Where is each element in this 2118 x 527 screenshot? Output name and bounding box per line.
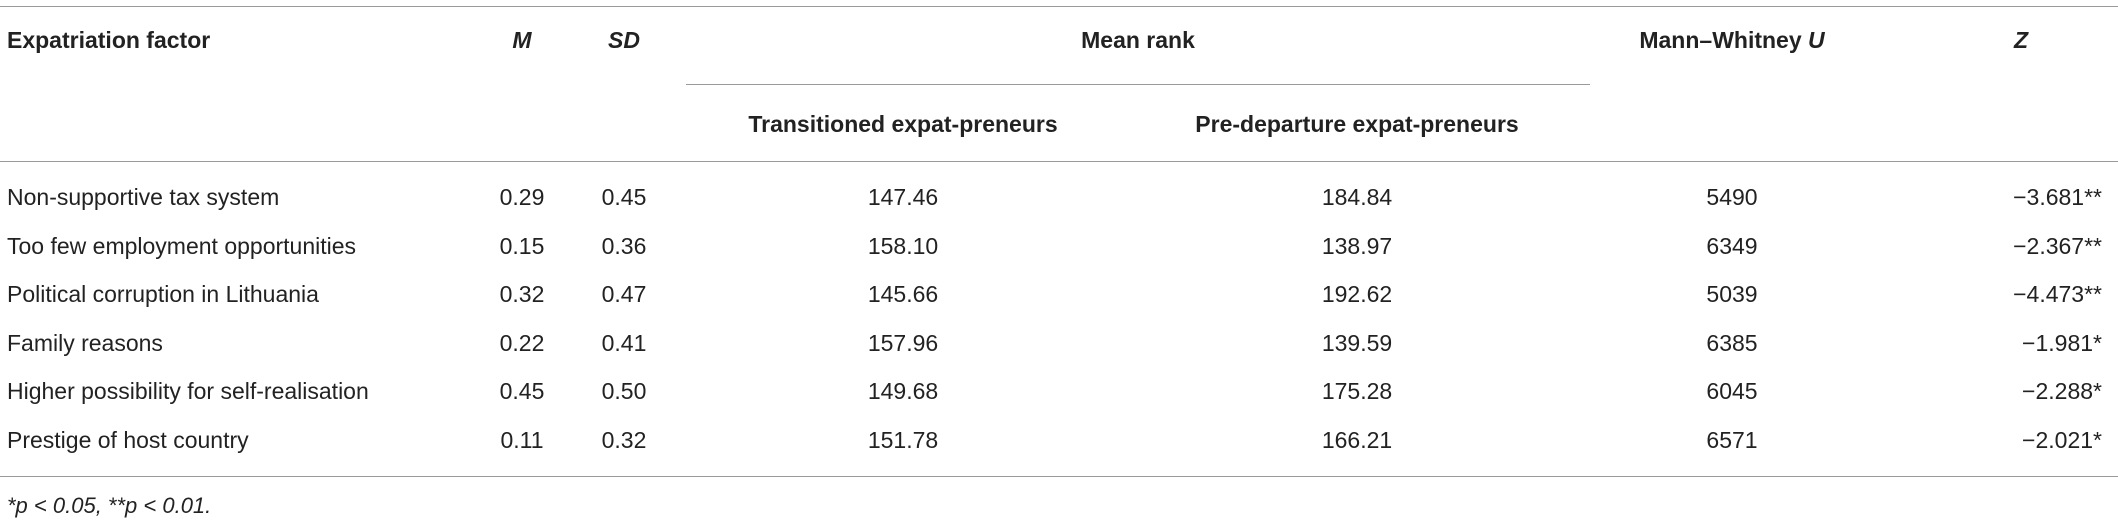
cell: 0.32 — [601, 427, 647, 453]
cell: −4.473** — [2013, 281, 2102, 308]
header-cell: Mann–Whitney U — [1639, 26, 1824, 54]
cell: 5490 — [1706, 184, 1758, 210]
cell: 0.41 — [601, 329, 647, 356]
row-label: Prestige of host country — [7, 427, 249, 453]
cell: 166.21 — [1321, 427, 1393, 453]
cell: 0.45 — [499, 378, 545, 405]
cell: 0.32 — [499, 281, 545, 308]
row-label: Political corruption in Lithuania — [7, 281, 319, 308]
footnote: *p < 0.05, **p < 0.01. — [7, 493, 212, 518]
rule-mean-rank — [686, 84, 1590, 85]
cell: 138.97 — [1321, 232, 1393, 259]
cell: 6385 — [1706, 329, 1758, 356]
rule-header — [0, 161, 2118, 162]
cell: 5039 — [1706, 281, 1758, 308]
cell: 0.50 — [601, 378, 647, 405]
row-label: Too few employment opportunities — [7, 232, 357, 259]
cell: 149.68 — [867, 378, 939, 405]
cell: 147.46 — [867, 184, 939, 210]
header-cell: Z — [2013, 27, 2029, 53]
cell: −1.981* — [2022, 329, 2102, 356]
cell: −2.367** — [2013, 232, 2102, 259]
cell: 6045 — [1706, 378, 1758, 405]
header-text: Mann–Whitney — [1639, 27, 1802, 53]
header-cell: M — [512, 27, 532, 53]
rule-top — [0, 6, 2118, 7]
cell: −3.681** — [2013, 184, 2102, 210]
header-cell: Transitioned expat-preneurs — [748, 111, 1058, 137]
cell: 6571 — [1706, 427, 1758, 453]
header-cell: Expatriation factor — [7, 27, 211, 53]
cell: 158.10 — [867, 232, 939, 259]
cell: −2.288* — [2022, 378, 2102, 405]
header-cell: SD — [608, 27, 640, 53]
cell: 0.45 — [601, 184, 647, 210]
cell: 139.59 — [1321, 329, 1393, 356]
cell: 0.47 — [601, 281, 647, 308]
cell: 0.11 — [500, 427, 544, 453]
row-label: Higher possibility for self-realisation — [7, 378, 369, 405]
rule-bottom — [0, 476, 2118, 477]
cell: 151.78 — [867, 427, 939, 453]
cell: 0.22 — [499, 329, 545, 356]
cell: 184.84 — [1321, 184, 1393, 210]
cell: 192.62 — [1321, 281, 1393, 308]
cell: 0.29 — [499, 184, 545, 210]
header-cell: Pre-departure expat-preneurs — [1195, 111, 1519, 137]
cell: 0.15 — [499, 232, 545, 259]
row-label: Family reasons — [7, 329, 163, 356]
cell: 0.36 — [601, 232, 647, 259]
cell: 175.28 — [1321, 378, 1393, 405]
row-label: Non-supportive tax system — [7, 184, 280, 210]
header-text: U — [1808, 27, 1825, 53]
header-cell: Mean rank — [1081, 27, 1195, 53]
cell: −2.021* — [2022, 427, 2102, 453]
cell: 145.66 — [867, 281, 939, 308]
cell: 6349 — [1706, 232, 1758, 259]
cell: 157.96 — [867, 329, 939, 356]
